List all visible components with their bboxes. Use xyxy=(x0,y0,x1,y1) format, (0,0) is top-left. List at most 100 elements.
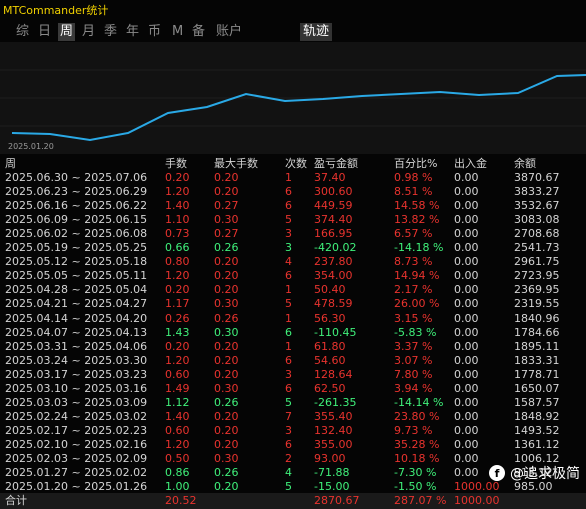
tab[interactable]: 月 xyxy=(82,24,96,39)
table-cell: 0.00 xyxy=(454,269,479,283)
table-cell: 2025.03.17 ~ 2025.03.23 xyxy=(5,367,148,381)
column-header: 次数 xyxy=(285,157,307,170)
table-cell: 1778.71 xyxy=(514,367,560,381)
table-cell: -261.35 xyxy=(314,395,357,409)
table-cell: 1895.11 xyxy=(514,339,560,353)
table-cell: 6 xyxy=(285,353,292,367)
table-cell: 0.00 xyxy=(454,227,479,241)
column-header: 周 xyxy=(5,157,16,170)
tab[interactable]: 日 xyxy=(38,24,52,39)
watermark-icon: f xyxy=(489,465,505,481)
table-cell: 449.59 xyxy=(314,199,353,213)
table-cell: 1.20 xyxy=(165,185,190,199)
table-cell: 2025.04.14 ~ 2025.04.20 xyxy=(5,311,148,325)
table-cell: -5.83 % xyxy=(394,325,437,339)
table-cell: 3833.27 xyxy=(514,185,560,199)
table-cell: 0.30 xyxy=(214,452,239,465)
table-cell: 2025.02.24 ~ 2025.03.02 xyxy=(5,409,148,423)
column-header: 余额 xyxy=(514,157,536,170)
table-cell: 1 xyxy=(285,171,292,184)
table-cell: 0.20 xyxy=(165,339,190,353)
table-cell: 6.57 % xyxy=(394,227,433,241)
table-cell: 50.40 xyxy=(314,283,346,297)
tab[interactable]: M xyxy=(172,24,184,39)
table-cell: 0.60 xyxy=(165,367,190,381)
table-cell: 6 xyxy=(285,199,292,213)
table-cell: 5 xyxy=(285,297,292,311)
table-cell: 6 xyxy=(285,325,292,339)
table-cell: 2025.06.30 ~ 2025.07.06 xyxy=(5,171,148,184)
table-cell: 0.20 xyxy=(214,339,239,353)
table-cell: -15.00 xyxy=(314,480,350,494)
table-cell: 14.94 % xyxy=(394,269,440,283)
total-cell: 1000.00 xyxy=(454,494,500,508)
tab[interactable]: 季 xyxy=(104,24,118,39)
tab[interactable]: 备 xyxy=(192,24,206,39)
table-cell: 913.12 xyxy=(514,466,553,480)
table-cell: 132.40 xyxy=(314,423,353,437)
table-cell: 166.95 xyxy=(314,227,353,241)
column-header: 出入金 xyxy=(454,157,487,170)
table-cell: 0.27 xyxy=(214,199,239,213)
track-button[interactable]: 轨迹 xyxy=(300,23,333,41)
table-cell: 2025.04.07 ~ 2025.04.13 xyxy=(5,325,148,339)
tab[interactable]: 币 xyxy=(148,24,162,39)
total-cell: 287.07 % xyxy=(394,494,447,508)
table-cell: 37.40 xyxy=(314,171,346,184)
table-cell: 0.20 xyxy=(165,171,190,184)
table-cell: 0.50 xyxy=(165,452,190,465)
table-cell: 2025.06.23 ~ 2025.06.29 xyxy=(5,185,148,199)
table-cell: 35.28 % xyxy=(394,437,440,451)
tab[interactable]: 周 xyxy=(58,23,76,41)
svg-text:f: f xyxy=(495,467,500,480)
table-cell: 2025.06.16 ~ 2025.06.22 xyxy=(5,199,148,213)
table-cell: 0.00 xyxy=(454,452,479,465)
chart-grid xyxy=(0,69,586,127)
table-cell: 0.30 xyxy=(214,381,239,395)
table-cell: 478.59 xyxy=(314,297,353,311)
table-cell: 0.30 xyxy=(214,325,239,339)
total-cell: 2870.67 xyxy=(314,494,360,508)
watermark: f @追求极简 xyxy=(488,463,580,483)
tab[interactable]: 年 xyxy=(126,24,140,39)
table-cell: 2025.04.28 ~ 2025.05.04 xyxy=(5,283,148,297)
table-cell: 5 xyxy=(285,213,292,227)
table-cell: 2025.02.10 ~ 2025.02.16 xyxy=(5,437,148,451)
window-title: MTCommander统计 xyxy=(3,4,109,17)
table-cell: 56.30 xyxy=(314,311,346,325)
table-cell: 0.20 xyxy=(214,409,239,423)
table-cell: 0.26 xyxy=(214,241,239,255)
table-cell: 61.80 xyxy=(314,339,346,353)
table-cell: 14.58 % xyxy=(394,199,440,213)
table-cell: 1000.00 xyxy=(454,480,500,494)
table-cell: 0.20 xyxy=(214,480,239,494)
table-cell: 0.00 xyxy=(454,241,479,255)
table-cell: 0.00 xyxy=(454,381,479,395)
table-cell: 0.20 xyxy=(214,353,239,367)
table-cell: 0.00 xyxy=(454,283,479,297)
table-cell: 7.80 % xyxy=(394,367,433,381)
table-cell: 0.98 % xyxy=(394,171,433,184)
table-cell: 2025.06.02 ~ 2025.06.08 xyxy=(5,227,148,241)
table-cell: 0.00 xyxy=(454,367,479,381)
table-cell: 23.80 % xyxy=(394,409,440,423)
column-header: 手数 xyxy=(165,157,187,170)
total-row-background xyxy=(0,493,586,509)
table-cell: 2319.55 xyxy=(514,297,560,311)
chart-start-label: 2025.01.20 xyxy=(8,142,54,151)
table-cell: 1.10 xyxy=(165,213,190,227)
table-cell: -71.88 xyxy=(314,466,350,480)
table-cell: 3 xyxy=(285,241,292,255)
table-cell: -110.45 xyxy=(314,325,357,339)
table-cell: 0.00 xyxy=(454,171,479,184)
tab[interactable]: 综 xyxy=(16,24,30,39)
table-cell: 0.30 xyxy=(214,213,239,227)
table-cell: 26.00 % xyxy=(394,297,440,311)
table-cell: 2025.05.12 ~ 2025.05.18 xyxy=(5,255,148,269)
table-cell: 2541.73 xyxy=(514,241,560,255)
table-cell: 0.20 xyxy=(214,283,239,297)
table-cell: 0.00 xyxy=(454,409,479,423)
table-cell: 0.80 xyxy=(165,255,190,269)
table-cell: 6 xyxy=(285,381,292,395)
tab[interactable]: 账户 xyxy=(216,24,243,39)
